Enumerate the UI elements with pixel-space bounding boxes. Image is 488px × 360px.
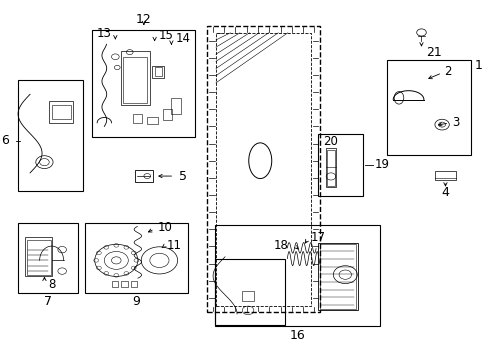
Bar (134, 170, 152, 182)
Text: 20: 20 (323, 135, 338, 148)
Bar (27, 240, 51, 275)
Bar (325, 148, 335, 187)
Bar (215, 258, 285, 325)
Text: 2: 2 (444, 65, 451, 78)
Bar (171, 98, 181, 114)
Bar (317, 243, 358, 310)
Text: 11: 11 (166, 239, 181, 252)
Bar (121, 51, 149, 105)
Bar (147, 117, 158, 123)
Text: 7: 7 (44, 295, 52, 308)
Text: 9: 9 (132, 295, 141, 308)
Text: 6: 6 (1, 134, 9, 147)
Bar (92, 30, 195, 137)
Bar (121, 281, 127, 287)
Bar (25, 237, 52, 276)
Text: 16: 16 (289, 329, 305, 342)
Bar (317, 134, 362, 196)
Bar (18, 80, 82, 191)
Bar (242, 291, 253, 301)
Bar (18, 223, 78, 293)
Bar (49, 102, 73, 123)
Bar (130, 281, 137, 287)
Text: 15: 15 (158, 29, 173, 42)
Text: 1: 1 (474, 59, 482, 72)
Bar (111, 281, 118, 287)
Bar (52, 105, 71, 119)
Bar (154, 67, 162, 76)
Text: 21: 21 (426, 46, 441, 59)
Text: 17: 17 (310, 231, 325, 244)
Bar (123, 57, 147, 103)
Text: 4: 4 (441, 186, 448, 199)
Text: 19: 19 (374, 158, 389, 171)
Bar (434, 171, 455, 180)
Text: 12: 12 (136, 13, 151, 26)
Text: 18: 18 (273, 239, 288, 252)
Bar (133, 114, 142, 123)
Text: 14: 14 (175, 32, 190, 45)
Bar (319, 244, 355, 309)
Text: 5: 5 (179, 170, 187, 183)
Text: 8: 8 (48, 278, 55, 291)
Bar (85, 223, 188, 293)
Text: 3: 3 (451, 116, 458, 129)
Bar (214, 225, 379, 327)
Text: 10: 10 (158, 221, 173, 234)
Text: 13: 13 (97, 27, 111, 40)
Bar (386, 60, 470, 155)
Bar (207, 26, 319, 312)
Bar (326, 150, 334, 186)
Bar (152, 66, 164, 78)
Bar (163, 109, 171, 120)
Bar (216, 33, 311, 306)
